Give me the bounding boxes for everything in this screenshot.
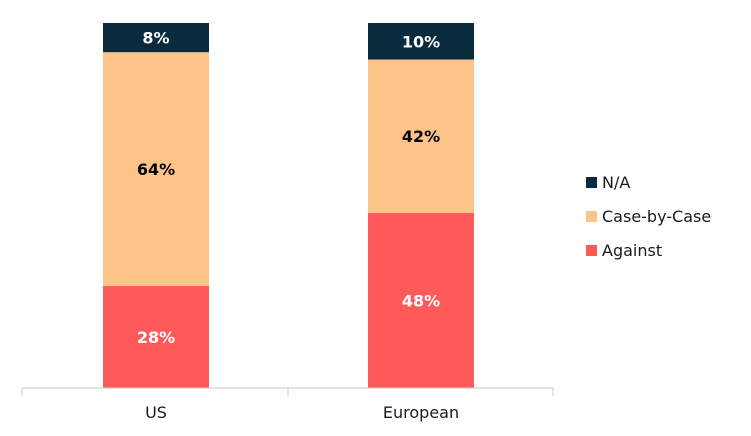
bar-segment-european-n-a <box>368 23 474 60</box>
bar-segment-us-case-by-case <box>103 52 209 286</box>
legend-swatch-case-by-case <box>586 211 597 222</box>
data-label-us-against: 28% <box>137 328 175 347</box>
legend-swatch-n-a <box>586 177 597 188</box>
x-axis-labels: US European <box>145 403 459 422</box>
bar-segment-us-against <box>103 285 209 388</box>
data-label-us-n-a: 8% <box>142 29 169 48</box>
legend-label-n-a: N/A <box>602 173 630 192</box>
x-tick-label: European <box>383 403 459 422</box>
data-label-european-case-by-case: 42% <box>402 127 440 146</box>
bar-area: 28% 64% 8% 48% 42% 10% <box>103 23 474 388</box>
legend-swatch-against <box>586 245 597 256</box>
legend-label-case-by-case: Case-by-Case <box>602 207 711 226</box>
bar-segment-european-against <box>368 212 474 388</box>
x-tick-label: US <box>145 403 167 422</box>
data-label-us-case-by-case: 64% <box>137 160 175 179</box>
legend: N/A Case-by-Case Against <box>586 173 711 260</box>
legend-label-against: Against <box>602 241 662 260</box>
data-label-european-n-a: 10% <box>402 32 440 51</box>
data-label-european-against: 48% <box>402 291 440 310</box>
bar-segment-us-n-a <box>103 23 209 53</box>
bar-segment-european-case-by-case <box>368 59 474 213</box>
